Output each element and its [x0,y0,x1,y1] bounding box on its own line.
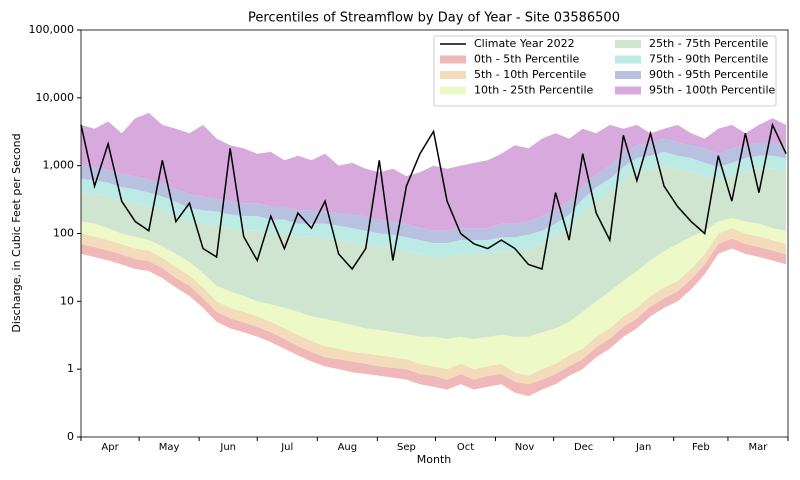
legend-label: Climate Year 2022 [474,37,575,50]
y-tick-label: 0 [67,430,74,443]
legend-label: 10th - 25th Percentile [474,84,594,97]
legend-box [433,35,777,107]
legend-swatch [615,40,641,48]
legend-swatch [615,86,641,95]
percentile-band [81,217,787,376]
legend-label: 95th - 100th Percentile [649,84,776,97]
y-tick-label: 100,000 [29,23,75,36]
y-tick-label: 100 [53,227,74,240]
percentile-band [81,112,787,231]
x-tick-label: Apr [101,442,119,453]
legend-swatch [440,55,466,64]
climate-year-line [80,122,787,271]
legend-label: 5th - 10th Percentile [474,68,587,81]
percentile-band [81,165,787,339]
legend-label: 0th - 5th Percentile [474,53,580,66]
x-tick-label: May [159,442,180,453]
x-tick-label: Sep [397,442,416,453]
x-axis-label: Month [417,453,452,466]
legend-swatch [615,71,641,79]
legend: Climate Year 2022 0th - 5th Percentile 5th… [433,35,777,107]
x-tick-label: Jun [219,442,236,453]
legend-swatch [615,55,641,64]
legend-label: 25th - 75th Percentile [649,37,769,50]
x-tick-label: Nov [515,442,535,453]
x-tick-label: Feb [692,442,710,453]
legend-swatch [440,71,466,79]
percentile-band [81,228,787,385]
x-tick-label: Jan [635,442,651,453]
y-tick-label: 1 [67,362,74,375]
chart-title: Percentiles of Streamflow by Day of Year… [248,11,620,26]
x-tick-label: Dec [574,442,593,453]
y-axis-label: Discharge, in Cubic Feet per Second [10,133,23,332]
y-tick-label: 1,000 [43,159,75,172]
x-tick-label: Aug [338,442,358,453]
legend-label: 75th - 90th Percentile [649,53,769,66]
x-tick-label: Oct [457,442,474,453]
x-tick-label: Jul [280,442,293,453]
legend-label: 90th - 95th Percentile [649,68,769,81]
y-tick-label: 10 [60,294,74,307]
x-tick-label: Mar [749,442,769,453]
legend-swatch [440,86,466,95]
percentile-band [81,238,787,397]
y-tick-label: 10,000 [36,91,75,104]
